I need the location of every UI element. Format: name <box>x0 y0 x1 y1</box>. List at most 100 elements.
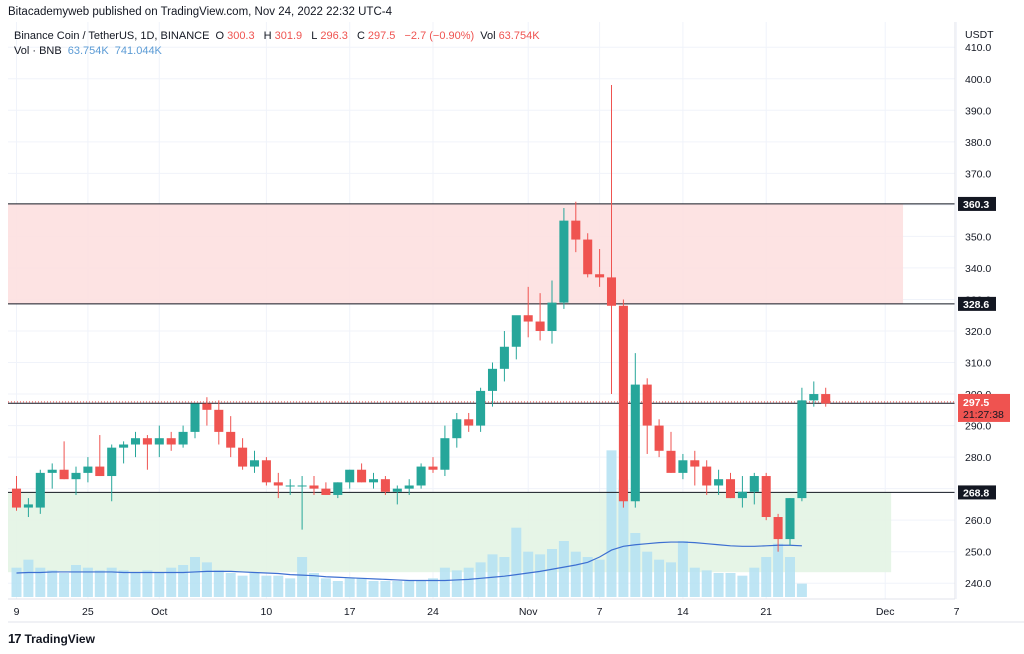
volume-bar <box>749 567 760 597</box>
support-zone <box>8 492 892 573</box>
candle <box>190 403 200 439</box>
volume-bar <box>356 578 367 597</box>
high-label: H <box>263 30 272 42</box>
candle-body <box>285 485 295 487</box>
volume-bar <box>225 573 236 597</box>
open-value: 300.3 <box>227 30 255 42</box>
volume-bar <box>439 567 450 597</box>
tradingview-brand[interactable]: 17 TradingView <box>8 631 95 646</box>
volume-bar <box>320 578 331 597</box>
candle <box>357 463 367 483</box>
candle <box>249 450 260 473</box>
candle <box>725 472 736 499</box>
candle <box>630 353 640 508</box>
volume-bar <box>332 581 343 597</box>
candle-body <box>47 469 57 473</box>
volume-bar <box>689 567 700 597</box>
x-tick-label: 7 <box>597 606 603 618</box>
candle-body <box>59 469 69 480</box>
candle <box>737 476 747 508</box>
candle-body <box>23 504 33 508</box>
x-tick-label: 17 <box>344 606 356 618</box>
candle-body <box>214 409 224 432</box>
candle <box>142 435 152 470</box>
candle-body <box>595 274 605 278</box>
candle <box>702 460 712 495</box>
candle <box>571 201 581 253</box>
candle-body <box>130 438 141 445</box>
candle-body <box>618 305 628 502</box>
volume-bar <box>642 551 653 597</box>
volume-bar <box>594 559 605 597</box>
volume-bar <box>35 567 46 597</box>
x-tick-label: 21 <box>760 606 772 618</box>
candle <box>416 463 426 489</box>
candle-body <box>190 403 200 432</box>
candle <box>35 469 45 514</box>
level-tag <box>958 196 996 211</box>
y-tick-label: 320.0 <box>965 326 991 338</box>
candle-body <box>404 485 414 489</box>
volume-bar <box>570 551 581 597</box>
volume-bar <box>666 562 676 597</box>
volume-series-name[interactable]: Vol · BNB <box>14 45 62 57</box>
volume-bar <box>23 559 34 597</box>
candle <box>392 485 402 505</box>
y-tick-label: 410.0 <box>965 42 991 54</box>
candle <box>404 479 414 495</box>
close-label: C <box>356 30 365 42</box>
volume-value: 63.754K <box>498 30 540 42</box>
candle-body <box>178 431 188 445</box>
volume-bar <box>71 565 81 597</box>
high-value: 301.9 <box>274 30 303 42</box>
volume-bar <box>618 479 629 597</box>
candle-body <box>166 438 176 445</box>
candle-body <box>678 460 688 473</box>
candle <box>595 249 605 287</box>
level-tag <box>958 296 996 311</box>
volume-bar <box>654 559 665 597</box>
candle-body <box>571 220 581 240</box>
candle <box>428 457 438 473</box>
candle <box>642 378 652 454</box>
candle-body <box>476 390 486 426</box>
y-tick-label: 390.0 <box>965 105 991 117</box>
candle <box>690 450 700 486</box>
candle <box>273 472 283 499</box>
candle-body <box>238 447 248 467</box>
candle <box>535 293 545 341</box>
candle-body <box>428 466 438 470</box>
candle <box>226 416 236 458</box>
candle <box>285 479 295 495</box>
candle <box>95 435 105 477</box>
level-tag <box>958 485 996 500</box>
level-tag-label: 328.6 <box>963 299 989 311</box>
x-tick-label: Oct <box>151 606 167 618</box>
volume-bar <box>237 575 248 597</box>
volume-bar <box>713 573 724 597</box>
symbol-name[interactable]: Binance Coin / TetherUS, 1D, BINANCE <box>14 30 210 42</box>
volume-bar <box>535 554 546 597</box>
volume-bar <box>725 573 736 597</box>
candle <box>345 469 355 489</box>
candle-body <box>261 460 271 483</box>
candle-body <box>11 488 22 508</box>
candles <box>11 85 831 552</box>
tradingview-logo-icon: 17 <box>8 631 22 646</box>
volume-bar <box>796 583 807 597</box>
candle <box>107 444 117 502</box>
candle <box>368 472 379 489</box>
y-tick-label: 370.0 <box>965 168 991 180</box>
candle <box>678 453 688 480</box>
y-tick-label: 310.0 <box>965 358 991 370</box>
volume-bar <box>511 527 522 597</box>
y-tick-label: 290.0 <box>965 421 991 433</box>
candle <box>119 441 129 464</box>
volume-bar <box>737 575 748 597</box>
brand-name: TradingView <box>24 631 95 646</box>
candle-body <box>714 479 724 486</box>
candle <box>547 280 557 344</box>
volume-bar <box>582 557 593 597</box>
candle <box>511 315 521 360</box>
